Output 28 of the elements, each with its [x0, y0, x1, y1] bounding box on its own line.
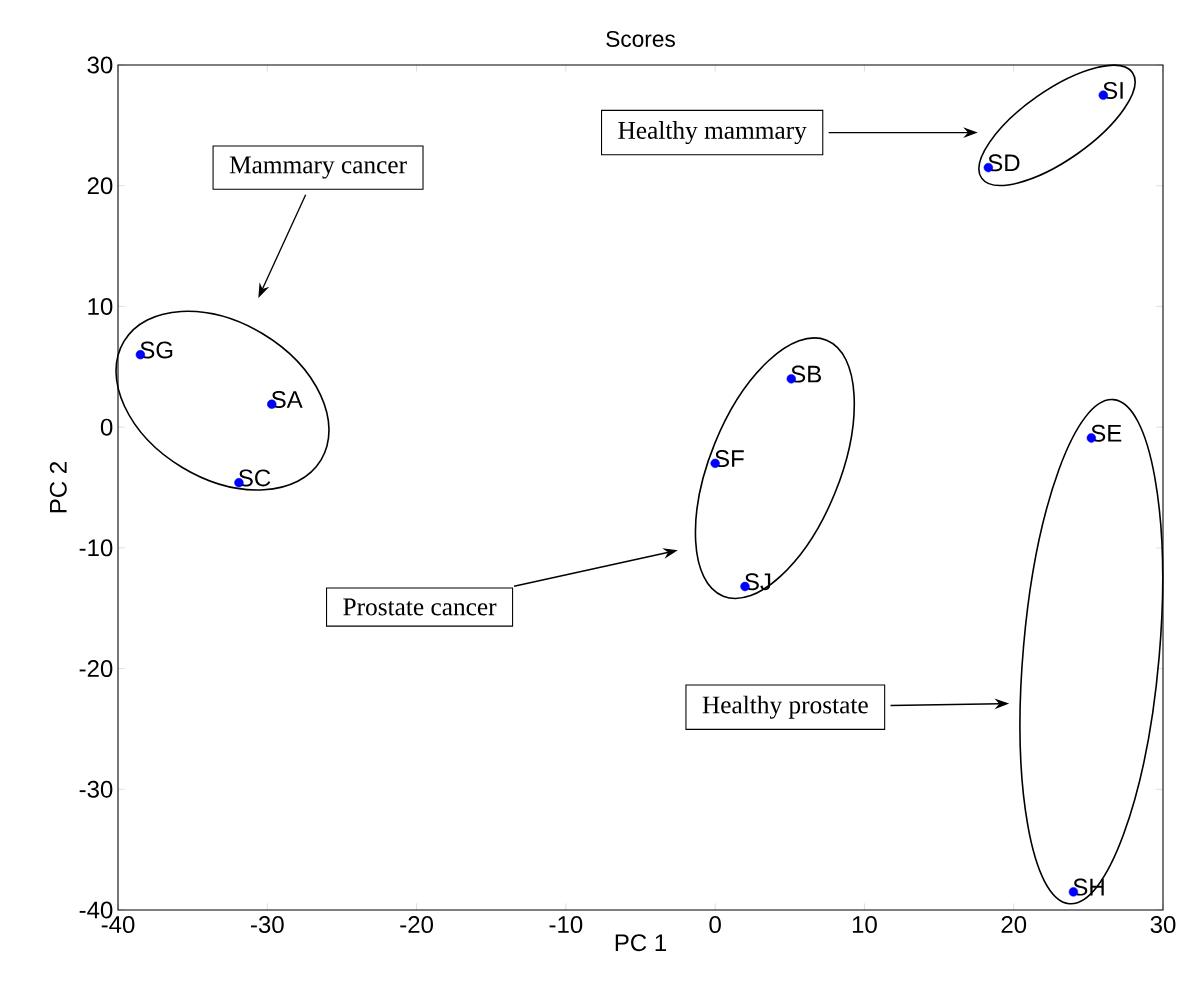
- x-tick-label: 0: [709, 916, 721, 934]
- x-tick-label: -30: [251, 916, 284, 934]
- series-label: SC: [238, 469, 271, 487]
- y-tick-label: 20: [87, 177, 113, 195]
- y-axis-title: PC 2: [49, 462, 67, 513]
- x-tick-label: 20: [1001, 916, 1027, 934]
- x-tick-label: -20: [400, 916, 433, 934]
- series-label: SA: [271, 390, 303, 408]
- series-label: SB: [791, 365, 821, 383]
- series-label: SD: [988, 154, 1020, 172]
- chart-title: Scores: [606, 30, 675, 47]
- series-label: SG: [140, 341, 173, 359]
- annotation: Prostate cancer: [343, 598, 497, 616]
- y-tick-label: 0: [100, 418, 113, 436]
- series-label: SE: [1091, 424, 1122, 442]
- series-label: SF: [715, 450, 744, 468]
- x-tick-label: 30: [1150, 916, 1176, 934]
- x-tick-label: -10: [549, 916, 583, 934]
- annotation: Healthy prostate: [702, 695, 868, 719]
- y-tick-label: -30: [79, 780, 113, 798]
- y-tick-label: 30: [87, 56, 113, 74]
- y-tick-label: 10: [88, 297, 113, 315]
- x-axis-title: PC 1: [615, 934, 666, 952]
- y-tick-label: -20: [79, 660, 113, 678]
- x-tick-label: 10: [852, 916, 877, 934]
- annotation: Healthy mammary: [618, 121, 807, 145]
- y-tick-label: -10: [79, 539, 113, 557]
- annotation: Mammary cancer: [229, 156, 407, 179]
